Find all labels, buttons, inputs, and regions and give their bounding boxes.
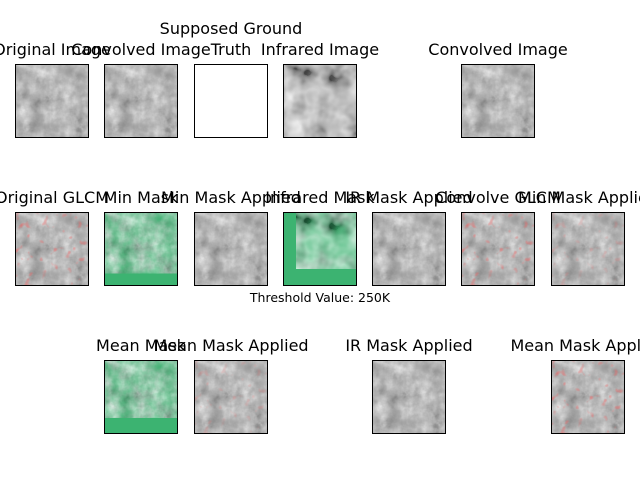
panel-min-mask-applied — [194, 212, 268, 286]
panel-title-original-image: Original Image — [0, 40, 111, 59]
panel-convolve-glcm — [461, 212, 535, 286]
panel-original-image — [15, 64, 89, 138]
panel-min-mask — [104, 212, 178, 286]
panel-title-mean-mask-applied-2: Mean Mask Applied — [510, 336, 640, 355]
panel-infrared-image — [283, 64, 357, 138]
panel-title-ir-mask-applied-2: IR Mask Applied — [345, 336, 473, 355]
panel-title-min-mask-applied-2: Min Mask Applied — [518, 188, 640, 207]
panel-title-ir-mask-applied: IR Mask Applied — [345, 188, 473, 207]
panel-ir-mask-applied — [372, 212, 446, 286]
panel-ir-mask-applied-2 — [372, 360, 446, 434]
panel-mean-mask — [104, 360, 178, 434]
panel-infrared-mask — [283, 212, 357, 286]
panel-title-convolved-image: Convolved Image — [71, 40, 211, 59]
panel-convolved-image-2 — [461, 64, 535, 138]
panel-mean-mask-applied-2 — [551, 360, 625, 434]
panel-ground-truth — [194, 64, 268, 138]
panel-title-min-mask: Min Mask — [103, 188, 179, 207]
panel-min-mask-applied-2 — [551, 212, 625, 286]
panel-title-convolve-glcm: Convolve GLCM — [435, 188, 561, 207]
panel-original-glcm — [15, 212, 89, 286]
panel-title-ground-truth-line2: Truth — [210, 40, 252, 59]
panel-mean-mask-applied — [194, 360, 268, 434]
panel-title-mean-mask: Mean Mask — [96, 336, 186, 355]
panel-title-infrared-image: Infrared Image — [260, 40, 380, 59]
panel-title-mean-mask-applied: Mean Mask Applied — [153, 336, 309, 355]
panel-title-infrared-mask: Infrared Mask — [265, 188, 375, 207]
panel-title-original-glcm: Original GLCM — [0, 188, 109, 207]
panel-title-ground-truth-line1: Supposed Ground — [159, 19, 303, 38]
panel-convolved-image — [104, 64, 178, 138]
threshold-value-label: Threshold Value: 250K — [249, 290, 391, 305]
panel-title-min-mask-applied: Min Mask Applied — [161, 188, 301, 207]
panel-title-convolved-image-2: Convolved Image — [428, 40, 568, 59]
